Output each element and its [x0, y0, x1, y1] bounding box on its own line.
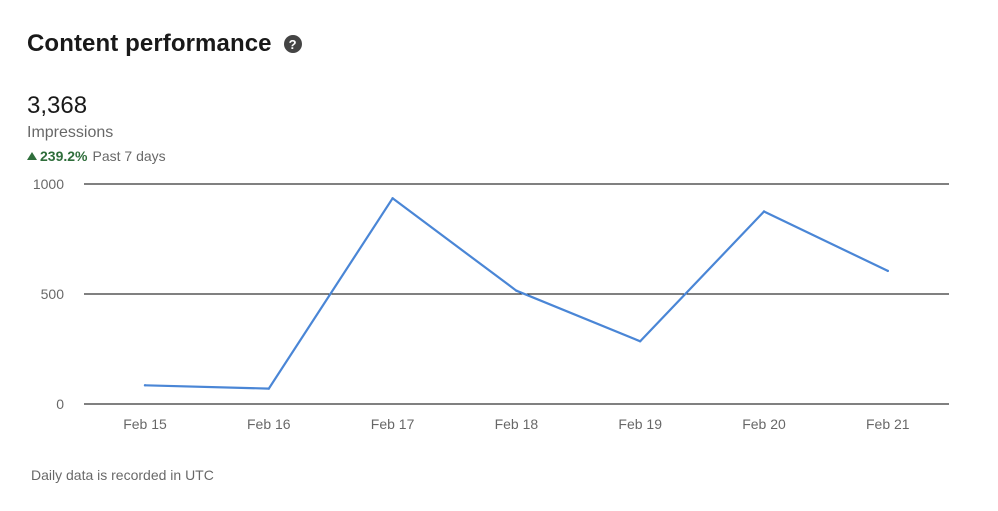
impressions-count: 3,368 — [27, 92, 88, 119]
trend-indicator: 239.2% Past 7 days — [27, 148, 166, 164]
utc-footnote: Daily data is recorded in UTC — [31, 467, 214, 483]
card-title: Content performance — [27, 30, 272, 57]
data-point — [515, 289, 518, 292]
x-tick-label: Feb 20 — [742, 416, 786, 432]
y-tick-label: 500 — [41, 286, 65, 302]
impressions-label: Impressions — [27, 124, 114, 141]
data-point — [143, 384, 147, 387]
data-point — [639, 340, 642, 343]
impressions-line-chart: 0 500 1000 Feb 15 Feb 16 Feb 17 Feb 18 Feb 19 Fe… — [33, 176, 949, 432]
trend-period: Past 7 days — [92, 148, 166, 164]
trend-up-arrow-icon — [27, 152, 37, 160]
x-tick-label: Feb 21 — [866, 416, 910, 432]
y-tick-label: 1000 — [33, 176, 64, 192]
question-circle-icon[interactable]: ? — [283, 35, 302, 53]
card-header: Content performance ? — [27, 30, 302, 58]
x-tick-label: Feb 15 — [123, 416, 167, 432]
x-tick-label: Feb 19 — [618, 416, 662, 432]
data-point — [762, 210, 766, 213]
impressions-series-line — [143, 197, 889, 390]
data-point — [267, 387, 270, 390]
data-point — [886, 269, 889, 273]
trend-percent: 239.2% — [40, 148, 88, 164]
data-point — [391, 197, 394, 200]
x-tick-label: Feb 18 — [495, 416, 539, 432]
y-tick-label: 0 — [56, 396, 64, 412]
x-tick-label: Feb 17 — [371, 416, 415, 432]
x-tick-label: Feb 16 — [247, 416, 291, 432]
